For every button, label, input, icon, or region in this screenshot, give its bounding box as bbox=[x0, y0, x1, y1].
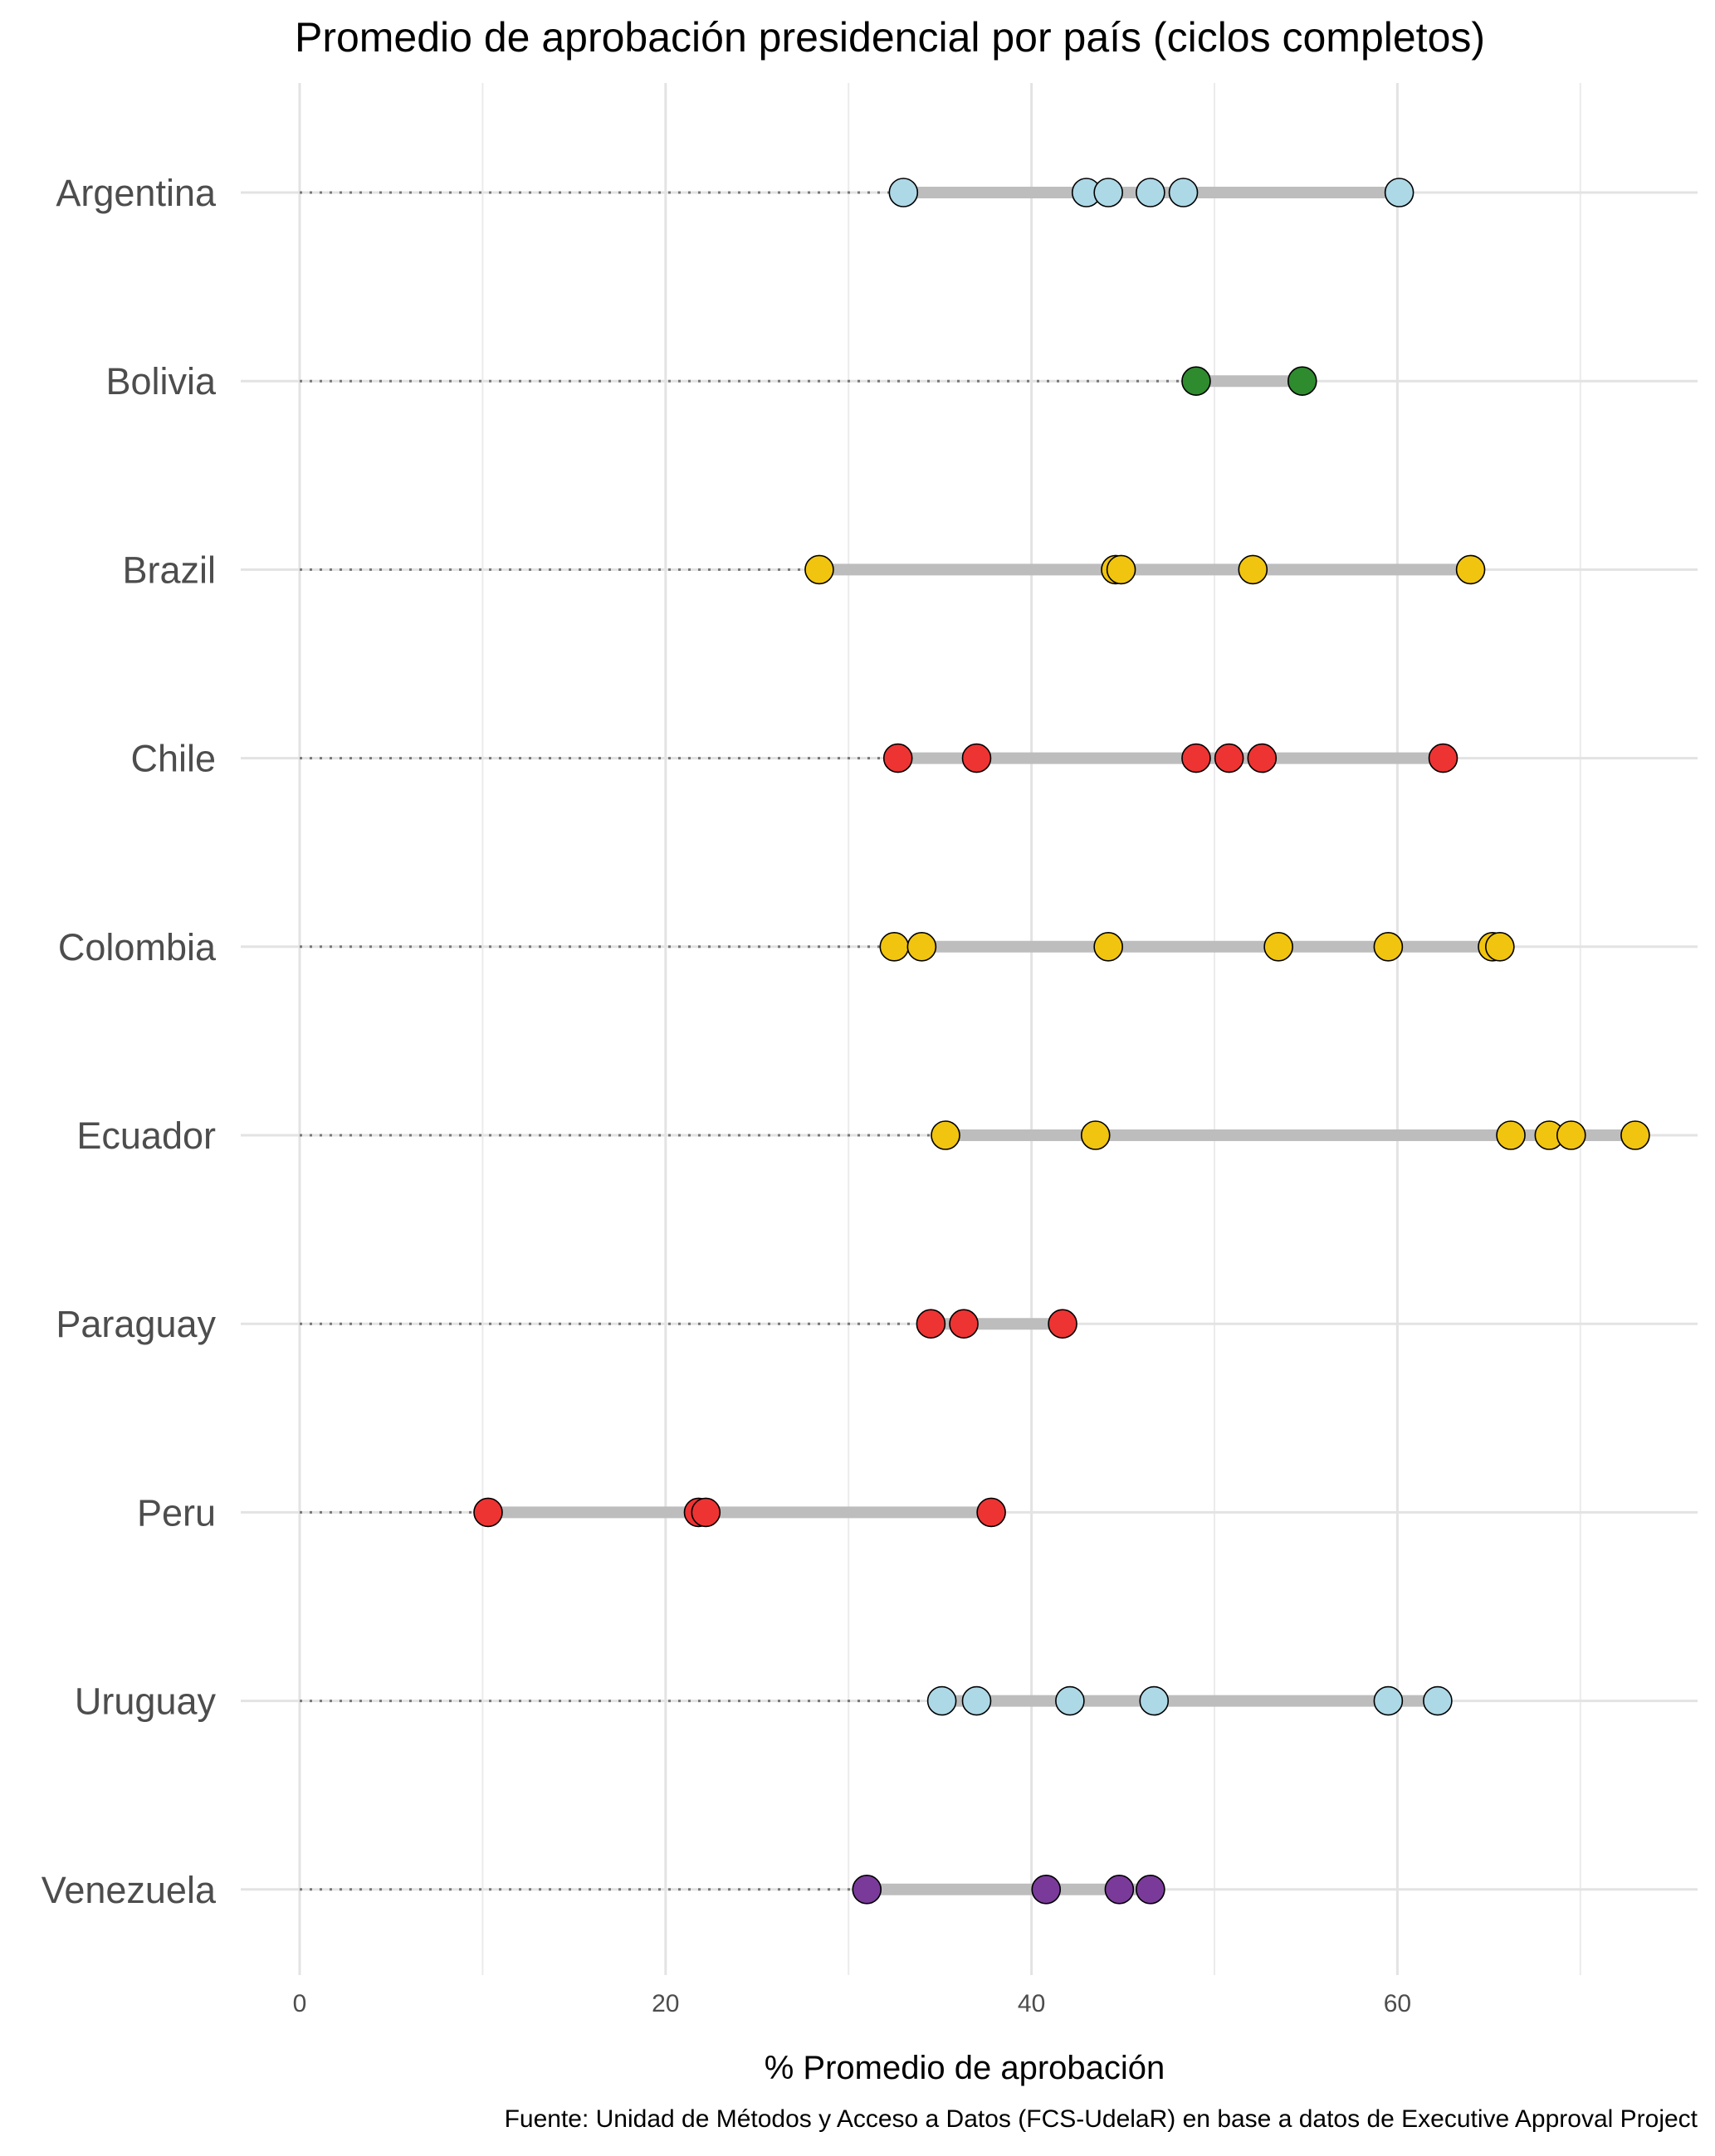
y-axis: Argentina Bolivia Brazil Chile Colombia Ecuad… bbox=[42, 172, 217, 1911]
data-point bbox=[1104, 1875, 1135, 1905]
data-point bbox=[931, 1120, 960, 1150]
y-tick-label: Brazil bbox=[122, 549, 216, 591]
data-point bbox=[1620, 1120, 1650, 1150]
data-point bbox=[1556, 1120, 1586, 1150]
data-point bbox=[1238, 554, 1268, 585]
data-point bbox=[1136, 178, 1165, 207]
data-point bbox=[976, 1497, 1006, 1528]
y-tick-label: Uruguay bbox=[75, 1680, 217, 1723]
data-point bbox=[1247, 743, 1278, 773]
data-point bbox=[1093, 932, 1123, 962]
data-point bbox=[1168, 178, 1199, 207]
x-axis: 0 20 40 60 bbox=[293, 1990, 1411, 2017]
data-point bbox=[804, 554, 834, 585]
data-point bbox=[1373, 932, 1404, 962]
data-point bbox=[473, 1497, 503, 1528]
data-point bbox=[1048, 1309, 1077, 1339]
data-point bbox=[852, 1875, 882, 1905]
data-point bbox=[1455, 554, 1486, 585]
country-row-brazil bbox=[300, 554, 1486, 585]
country-row-venezuela bbox=[300, 1875, 1165, 1905]
country-row-bolivia bbox=[300, 366, 1317, 397]
data-point bbox=[1485, 932, 1515, 962]
data-point bbox=[1031, 1875, 1062, 1905]
y-tick-label: Ecuador bbox=[76, 1115, 216, 1157]
data-point bbox=[961, 1685, 992, 1716]
data-point bbox=[1181, 743, 1211, 773]
data-point bbox=[1423, 1685, 1453, 1716]
x-tick-label: 60 bbox=[1384, 1990, 1411, 2017]
data-point bbox=[926, 1685, 957, 1716]
data-point bbox=[1428, 743, 1458, 773]
y-tick-label: Paraguay bbox=[56, 1303, 216, 1345]
country-row-paraguay bbox=[300, 1309, 1077, 1339]
y-tick-label: Peru bbox=[137, 1491, 216, 1534]
data-point bbox=[879, 932, 910, 962]
data-point bbox=[888, 178, 919, 207]
y-tick-label: Venezuela bbox=[42, 1869, 217, 1911]
data-point bbox=[1080, 1120, 1111, 1150]
data-point bbox=[1214, 743, 1244, 773]
chart-rows bbox=[300, 178, 1650, 1905]
data-point bbox=[1287, 366, 1317, 397]
y-tick-label: Chile bbox=[130, 738, 216, 780]
y-tick-label: Bolivia bbox=[105, 360, 217, 402]
chart-title: Promedio de aprobación presidencial por … bbox=[295, 14, 1485, 61]
x-tick-label: 0 bbox=[293, 1990, 307, 2017]
data-point bbox=[1263, 932, 1293, 962]
data-point bbox=[882, 743, 913, 773]
data-point bbox=[1139, 1685, 1170, 1716]
country-row-chile bbox=[300, 743, 1458, 773]
data-point bbox=[1106, 554, 1136, 585]
data-point bbox=[961, 743, 992, 773]
data-point bbox=[1373, 1685, 1404, 1716]
country-row-uruguay bbox=[300, 1685, 1453, 1716]
data-point bbox=[1093, 178, 1123, 207]
country-row-peru bbox=[300, 1497, 1006, 1528]
x-axis-label: % Promedio de aprobación bbox=[765, 2050, 1165, 2086]
country-row-ecuador bbox=[300, 1120, 1650, 1150]
country-row-argentina bbox=[300, 178, 1415, 207]
data-point bbox=[1136, 1875, 1165, 1905]
data-point bbox=[691, 1497, 721, 1528]
data-point bbox=[906, 932, 937, 962]
y-tick-label: Colombia bbox=[58, 926, 217, 968]
data-point bbox=[916, 1309, 946, 1339]
data-point bbox=[949, 1309, 979, 1339]
data-point bbox=[1181, 366, 1211, 397]
data-point bbox=[1055, 1685, 1085, 1716]
data-point bbox=[1496, 1120, 1526, 1150]
chart-caption: Fuente: Unidad de Métodos y Acceso a Dat… bbox=[505, 2105, 1698, 2133]
y-tick-label: Argentina bbox=[56, 172, 217, 214]
data-point bbox=[1384, 178, 1415, 207]
x-tick-label: 20 bbox=[652, 1990, 679, 2017]
x-tick-label: 40 bbox=[1018, 1990, 1045, 2017]
country-row-colombia bbox=[300, 932, 1515, 962]
